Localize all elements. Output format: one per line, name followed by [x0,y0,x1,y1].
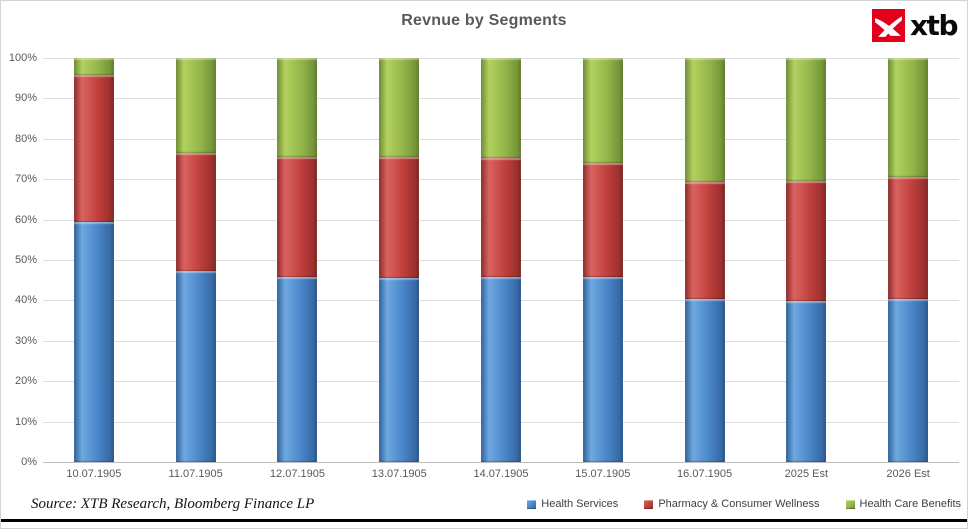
bar-slot [43,58,145,462]
chart-title: Revnue by Segments [401,12,567,29]
x-category-label: 10.07.1905 [66,468,122,480]
bar-segment[interactable] [73,74,114,223]
xtb-logo-text: xtb [910,8,959,42]
x-category-label: 15.07.1905 [575,468,631,480]
bar-slot [348,58,450,462]
xtb-logo: xtb [872,8,959,42]
y-tick-label: 60% [14,213,37,226]
legend-swatch-icon [527,499,537,509]
bar-segment[interactable] [277,58,318,158]
stacked-bar[interactable] [277,58,318,462]
bar-segment[interactable] [175,270,216,462]
bar-segment[interactable] [481,276,522,462]
footer-divider [1,519,967,522]
y-axis-tick-labels: 0% 10% 20% 30% 40% 50% 60% 70% 80% 90% 100% [1,52,37,468]
legend-item[interactable]: Pharmacy & Consumer Wellness [644,498,820,510]
legend-label: Pharmacy & Consumer Wellness [658,498,820,510]
stacked-bar[interactable] [73,58,114,462]
x-category-label: 14.07.1905 [473,468,529,480]
y-tick-label: 0% [21,456,37,468]
stacked-bar[interactable] [888,58,929,462]
bar-slot [552,58,654,462]
bar-segment[interactable] [379,157,420,278]
bar-slot [755,58,857,462]
x-category-label: 2025 Est [784,468,829,480]
bar-segment[interactable] [684,181,725,300]
x-category-label: 11.07.1905 [168,468,223,480]
legend-label: Health Care Benefits [859,498,962,510]
stacked-bar[interactable] [786,58,827,462]
legend-item[interactable]: Health Services [527,498,618,510]
bar-slot [145,58,247,462]
bar-segment[interactable] [582,277,623,462]
bar-segment[interactable] [277,276,318,462]
stacked-bar[interactable] [582,58,623,462]
x-axis-category-labels: 10.07.1905 11.07.1905 12.07.1905 13.07.1905… [43,468,959,480]
y-tick-label: 100% [8,52,37,64]
plot-area [43,58,959,463]
bar-segment[interactable] [684,299,725,462]
stacked-bar[interactable] [684,58,725,462]
bar-segment[interactable] [175,152,216,271]
bar-segment[interactable] [582,163,623,278]
y-tick-label: 30% [14,334,37,347]
bar-segment[interactable] [481,58,522,159]
y-tick-label: 40% [14,294,37,307]
bar-segment[interactable] [684,58,725,182]
bar-segment[interactable] [888,176,929,299]
bar-segment[interactable] [481,158,522,277]
y-tick-label: 70% [14,173,37,186]
bar-segment[interactable] [379,277,420,462]
bar-slot [857,58,959,462]
y-tick-label: 10% [14,415,37,428]
bar-segment[interactable] [277,157,318,277]
bar-segment[interactable] [786,58,827,182]
bar-segment[interactable] [786,181,827,302]
legend-swatch-icon [644,499,654,509]
legend-swatch-icon [845,499,855,509]
stacked-bar[interactable] [379,58,420,462]
bar-segment[interactable] [582,58,623,164]
bar-segment[interactable] [73,58,114,75]
y-tick-label: 50% [14,254,37,266]
y-tick-label: 90% [14,92,37,105]
legend-label: Health Services [541,498,619,510]
stacked-bar[interactable] [481,58,522,462]
xtb-logo-icon [872,9,905,42]
source-note: Source: XTB Research, Bloomberg Finance … [31,496,315,512]
bar-segment[interactable] [888,58,929,177]
x-category-label: 13.07.1905 [371,468,427,480]
stacked-bar[interactable] [175,58,216,462]
logo-background [872,9,905,42]
bars-layer [43,58,959,462]
bar-slot [247,58,349,462]
legend-item[interactable]: Health Care Benefits [845,498,962,510]
x-category-label: 12.07.1905 [269,468,325,480]
bar-segment[interactable] [888,298,929,462]
y-tick-label: 80% [14,132,37,145]
bar-segment[interactable] [73,222,114,462]
y-tick-label: 20% [14,375,37,388]
bar-segment[interactable] [786,301,827,462]
x-category-label: 2026 Est [886,468,930,480]
bar-slot [450,58,552,462]
bar-segment[interactable] [175,58,216,153]
x-axis-line [43,462,959,463]
x-category-label: 16.07.1905 [677,468,733,480]
legend: Health Services Pharmacy & Consumer Welln… [527,498,961,510]
bar-slot [654,58,756,462]
bar-segment[interactable] [379,58,420,158]
